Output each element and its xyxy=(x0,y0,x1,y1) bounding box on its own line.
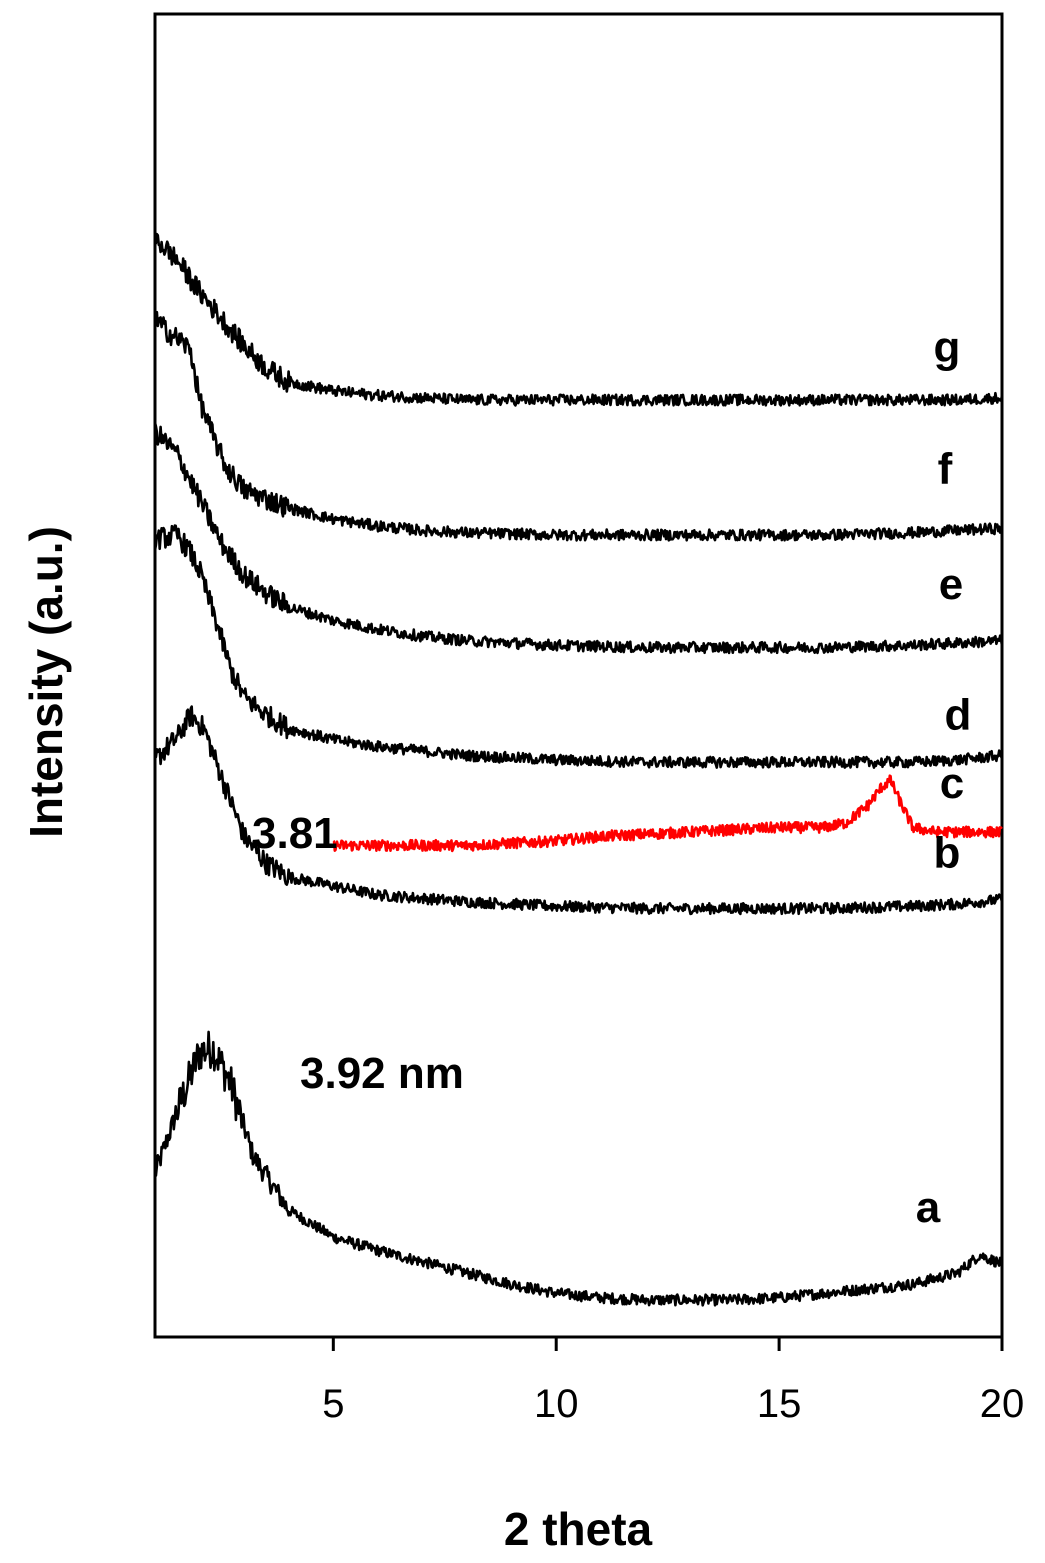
series-label-g: g xyxy=(934,323,961,372)
series-labels: a bcd e f g xyxy=(916,323,972,1232)
x-tick-label: 5 xyxy=(322,1382,344,1426)
series-line-a xyxy=(153,1030,1004,1307)
x-axis-title: 2 theta xyxy=(504,1503,653,1555)
y-axis-title: Intensity (a.u.) xyxy=(20,526,72,838)
x-tick-label: 20 xyxy=(980,1382,1025,1426)
x-tick-label: 10 xyxy=(534,1382,579,1426)
series-label-e: e xyxy=(939,560,963,609)
series-label-a: a xyxy=(916,1183,941,1232)
series-label-b: b xyxy=(934,829,961,878)
annotation-d-spacing-a: 3.92 nm xyxy=(300,1049,464,1098)
series-line-b xyxy=(153,705,1004,916)
series-line-g xyxy=(153,227,1004,407)
x-axis-ticks: 5 10 15 20 xyxy=(322,1337,1024,1426)
plot-frame xyxy=(153,12,1004,1339)
series-label-d: d xyxy=(945,691,972,740)
series-label-c: c xyxy=(940,759,964,808)
annotation-d-spacing-b: 3.81 xyxy=(252,809,338,858)
series-line-e xyxy=(153,422,1004,655)
series-curves xyxy=(153,227,1004,1307)
series-label-f: f xyxy=(938,444,953,493)
series-line-d xyxy=(153,524,1004,769)
series-line-f xyxy=(153,310,1004,542)
x-tick-label: 15 xyxy=(757,1382,802,1426)
series-line-c xyxy=(332,774,1003,853)
